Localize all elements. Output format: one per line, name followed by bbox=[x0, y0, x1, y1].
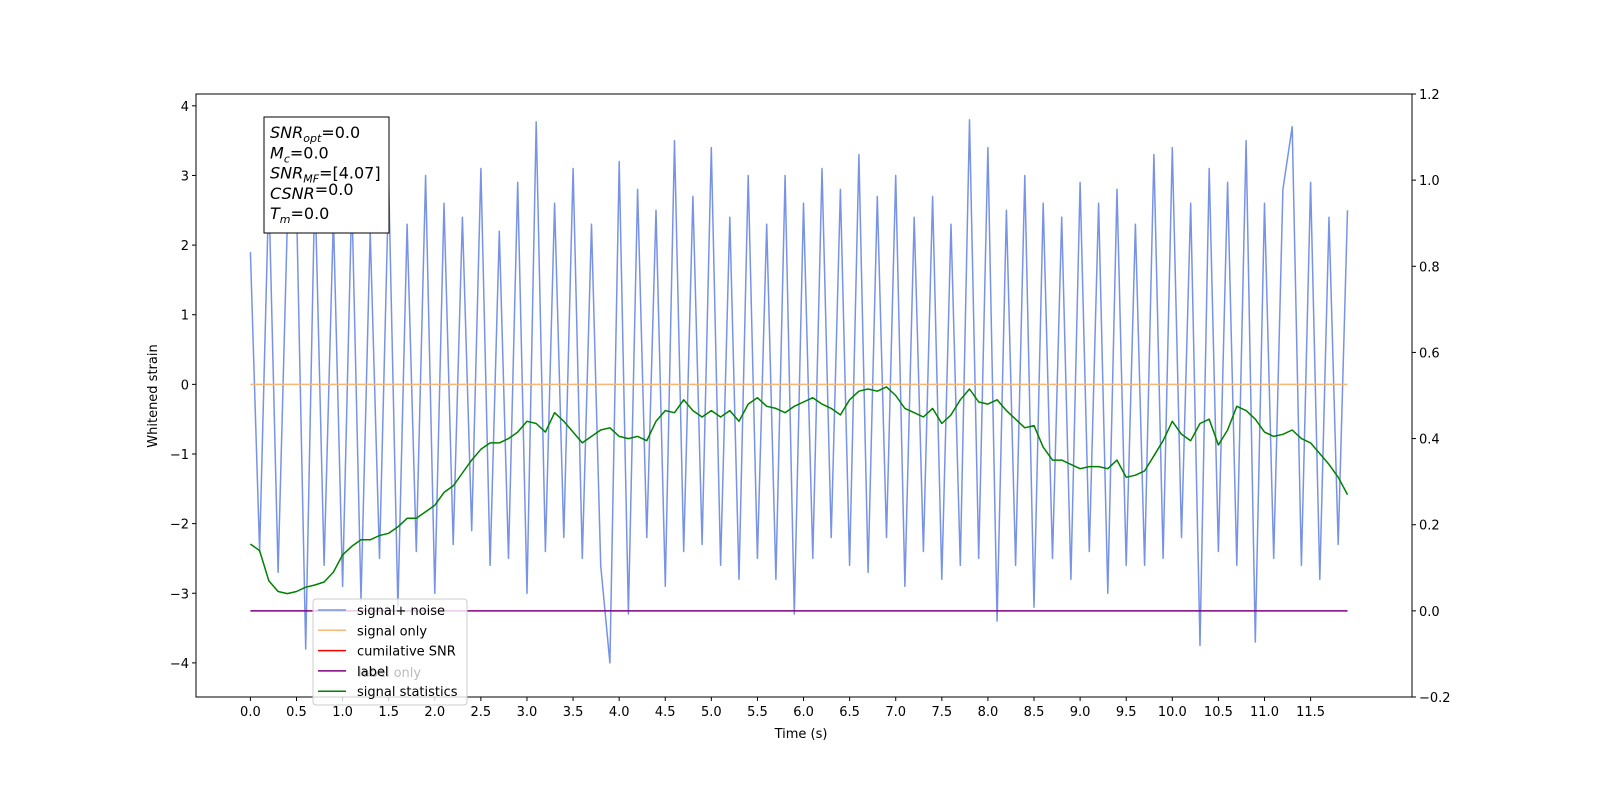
y-tick-label: −1 bbox=[170, 448, 189, 463]
x-tick-label: 0.5 bbox=[286, 705, 307, 720]
legend-label: cumilative SNR bbox=[357, 645, 456, 660]
y2-tick-label: 0.4 bbox=[1419, 433, 1440, 448]
stats-line: Mc=0.0 bbox=[270, 143, 329, 165]
x-tick-label: 10.0 bbox=[1158, 705, 1187, 720]
x-tick-label: 4.5 bbox=[655, 705, 676, 720]
stats-text: =0.0 bbox=[291, 204, 330, 223]
y2-tick-label: 1.2 bbox=[1419, 88, 1440, 103]
y2-tick-label: 0.0 bbox=[1419, 605, 1440, 620]
y-tick-label: −4 bbox=[170, 657, 189, 672]
x-tick-label: 9.0 bbox=[1070, 705, 1091, 720]
y-tick-label: 4 bbox=[181, 100, 189, 115]
stats-line: CSNR=0.0 bbox=[270, 180, 354, 203]
stats-symbol: CSNR bbox=[270, 184, 315, 203]
series-line bbox=[249, 386, 1349, 595]
stats-text: =0.0 bbox=[315, 180, 354, 199]
x-tick-label: 6.5 bbox=[839, 705, 860, 720]
x-tick-label: 4.0 bbox=[609, 705, 630, 720]
x-tick-label: 7.5 bbox=[931, 705, 952, 720]
y2-tick-label: 1.0 bbox=[1419, 174, 1440, 189]
series-line bbox=[249, 119, 1349, 664]
y-tick-label: 1 bbox=[181, 309, 189, 324]
x-tick-label: 8.0 bbox=[978, 705, 999, 720]
x-tick-label: 3.0 bbox=[517, 705, 538, 720]
x-tick-label: 8.5 bbox=[1024, 705, 1045, 720]
x-axis-label: Time (s) bbox=[774, 727, 828, 742]
legend-label: signal statistics bbox=[357, 685, 458, 700]
x-tick-label: 2.0 bbox=[424, 705, 445, 720]
stats-symbol: SNR bbox=[270, 123, 303, 142]
x-tick-label: 11.0 bbox=[1250, 705, 1279, 720]
legend-box bbox=[312, 598, 468, 706]
y-tick-label: −2 bbox=[170, 518, 189, 533]
stats-subscript: opt bbox=[303, 132, 322, 145]
stats-line: Tm=0.0 bbox=[270, 204, 329, 226]
x-tick-label: 6.0 bbox=[793, 705, 814, 720]
legend-label: signal+ noise bbox=[357, 604, 445, 619]
stats-subscript: c bbox=[284, 152, 290, 165]
x-tick-label: 5.5 bbox=[747, 705, 768, 720]
legend-label: signal only bbox=[357, 624, 427, 639]
y2-tick-label: 0.8 bbox=[1419, 260, 1440, 275]
legend-label: label bbox=[357, 665, 388, 680]
x-tick-label: 2.5 bbox=[471, 705, 492, 720]
y2-tick-label: 0.6 bbox=[1419, 346, 1440, 361]
stats-text: =0.0 bbox=[321, 123, 360, 142]
stats-symbol: M bbox=[270, 143, 284, 162]
x-tick-label: 0.0 bbox=[240, 705, 261, 720]
y2-tick-label: −0.2 bbox=[1419, 691, 1451, 706]
stats-text: =0.0 bbox=[290, 143, 329, 162]
x-tick-label: 1.0 bbox=[332, 705, 353, 720]
x-tick-label: 5.0 bbox=[701, 705, 722, 720]
stats-line: SNRMF=[4.07] bbox=[270, 164, 381, 186]
stats-subscript: MF bbox=[303, 173, 319, 186]
y-tick-label: 2 bbox=[181, 239, 189, 254]
y-tick-label: 0 bbox=[181, 378, 189, 393]
x-tick-label: 10.5 bbox=[1204, 705, 1233, 720]
x-tick-label: 1.5 bbox=[378, 705, 399, 720]
x-tick-label: 9.5 bbox=[1116, 705, 1137, 720]
y-tick-label: −3 bbox=[170, 587, 189, 602]
stats-line: SNRopt=0.0 bbox=[270, 123, 360, 145]
stats-symbol: SNR bbox=[270, 164, 303, 183]
y2-tick-label: 0.2 bbox=[1419, 519, 1440, 534]
stats-subscript: m bbox=[280, 213, 291, 226]
x-tick-label: 7.0 bbox=[885, 705, 906, 720]
x-tick-label: 3.5 bbox=[563, 705, 584, 720]
x-tick-label: 11.5 bbox=[1296, 705, 1325, 720]
legend-behind-text: label only bbox=[358, 666, 421, 681]
y-tick-label: 3 bbox=[181, 169, 189, 184]
stats-symbol: T bbox=[270, 204, 281, 223]
stats-text: =[4.07] bbox=[319, 164, 381, 183]
y-axis-label: Whitened strain bbox=[146, 344, 161, 447]
plot-frame bbox=[195, 93, 1413, 698]
stats-box bbox=[263, 116, 390, 234]
